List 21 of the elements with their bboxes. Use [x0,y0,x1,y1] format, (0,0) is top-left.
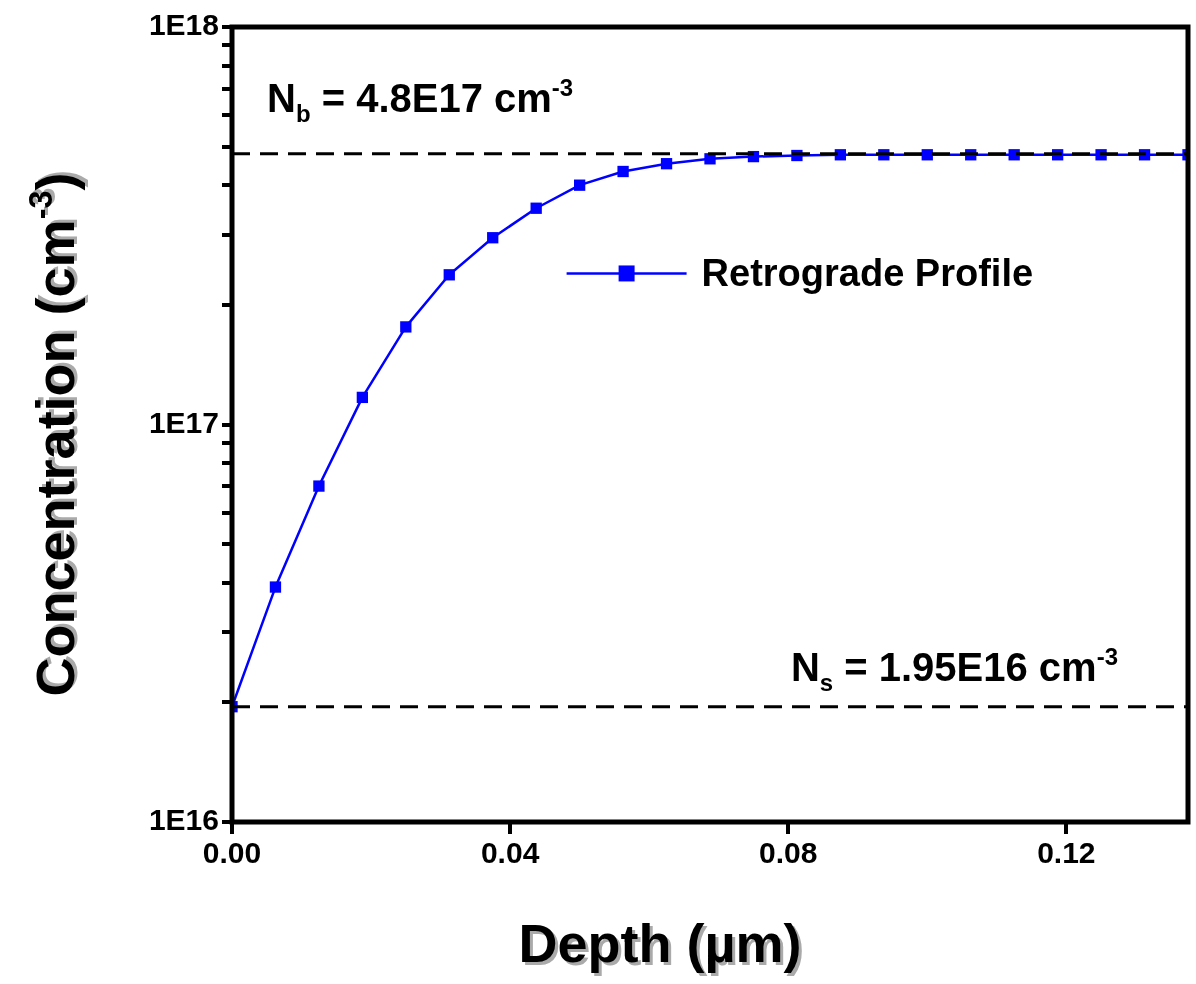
y-axis-title: Concentration (cm-3) [26,169,88,694]
x-tick-label: 0.12 [1037,836,1096,870]
y-tick-label: 1E18 [148,8,219,42]
point [443,269,455,281]
point [269,581,282,593]
point [921,149,933,161]
point [356,391,369,404]
point [573,179,586,191]
x-tick-label: 0.00 [202,836,262,870]
point [660,158,673,170]
point [313,480,325,492]
y-tick-label: 1E16 [148,803,219,837]
point [487,232,499,244]
x-tick-label: 0.04 [480,836,540,870]
x-tick-label: 0.08 [759,836,818,870]
y-tick-label: 1E17 [148,405,219,439]
x-axis-title: Depth (µm) [518,913,802,973]
legend-label: Retrograde Profile [701,252,1034,295]
point [400,321,412,333]
point [617,165,629,178]
point [530,202,542,214]
